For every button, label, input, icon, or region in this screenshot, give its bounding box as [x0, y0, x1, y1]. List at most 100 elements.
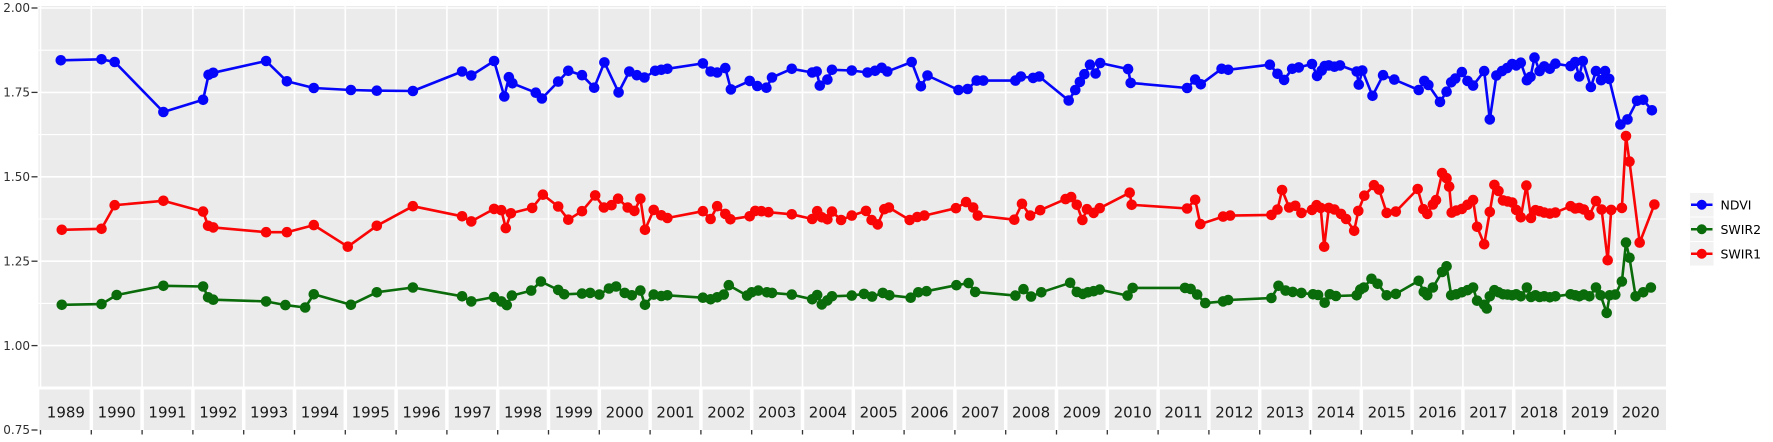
series-ndvi-point [697, 58, 709, 69]
y-tick-label: 0.75 [3, 423, 30, 437]
series-swir1-point [1315, 202, 1326, 214]
series-swir2-point [884, 290, 895, 301]
series-swir1-point [407, 200, 419, 212]
series-swir1-point [763, 206, 774, 218]
series-ndvi-point [811, 66, 822, 77]
series-swir1-point [639, 224, 651, 236]
legend-entry-ndvi: NDVI [1690, 193, 1752, 217]
x-tick-label: 2015 [1368, 404, 1406, 422]
series-ndvi-point [1357, 65, 1368, 76]
series-swir2-point [1590, 282, 1602, 293]
series-swir1-point [846, 210, 858, 221]
series-swir1-point [1024, 210, 1036, 221]
year-tile [397, 389, 446, 430]
series-ndvi-point [1367, 90, 1378, 102]
series-swir1-point [919, 210, 930, 221]
series-swir1-point [1359, 190, 1370, 201]
series-swir2-point [969, 286, 981, 298]
series-ndvi-point [96, 54, 107, 65]
series-ndvi-point [814, 80, 826, 91]
series-swir1-point [96, 223, 107, 235]
series-ndvi-point [197, 94, 209, 106]
series-swir2-point [1010, 290, 1021, 301]
series-swir1-point [1373, 184, 1385, 195]
series-ndvi-point [711, 67, 723, 78]
series-swir2-point [1372, 278, 1383, 290]
year-tile [93, 389, 141, 430]
series-ndvi-point [1423, 79, 1434, 91]
legend-entry-swir2: SWIR2 [1690, 217, 1761, 241]
series-swir1-point [1443, 181, 1455, 192]
series-swir1-point [371, 220, 383, 232]
series-swir1-point [1590, 195, 1602, 207]
series-ndvi-point [536, 93, 548, 104]
series-swir1-point [56, 224, 68, 236]
series-swir1-point [526, 202, 538, 214]
x-tick-label: 1991 [148, 404, 186, 422]
series-swir1-point [635, 193, 646, 204]
series-swir1-point [950, 202, 962, 214]
x-tick-label: 2020 [1622, 404, 1660, 422]
x-tick-label: 1989 [47, 404, 85, 422]
x-tick-label: 2000 [606, 404, 644, 422]
year-tile [1363, 389, 1411, 430]
series-swir1-point [1467, 194, 1479, 206]
series-ndvi-point [281, 76, 293, 87]
series-swir2-point [723, 279, 735, 291]
x-tick-label: 1999 [555, 404, 593, 422]
series-swir2-point [594, 289, 605, 300]
x-tick-label: 2009 [1063, 404, 1101, 422]
series-swir2-point [345, 299, 357, 311]
series-ndvi-point [1377, 69, 1389, 81]
series-swir1-point [826, 206, 838, 217]
series-swir1-point [1016, 198, 1028, 210]
series-ndvi-point [826, 64, 838, 76]
series-swir2-point [1296, 287, 1307, 299]
series-swir2 [56, 237, 1657, 319]
series-swir1-point [872, 219, 883, 230]
series-swir1-point [1181, 203, 1193, 214]
series-swir1-point [281, 226, 293, 238]
series-swir1-point [576, 205, 588, 217]
series-ndvi-point [1573, 71, 1585, 82]
series-ndvi-point [1529, 52, 1540, 63]
series-swir1-point [1493, 185, 1504, 197]
series-ndvi-point [507, 78, 518, 89]
series-ndvi-point [488, 55, 500, 67]
year-tile [753, 389, 801, 430]
series-swir1-point [711, 200, 723, 212]
series-swir1 [56, 130, 1660, 266]
series-swir1-point [1009, 214, 1020, 225]
series-swir2-point [963, 277, 974, 289]
series-ndvi-point [158, 106, 169, 118]
series-ndvi-point [1195, 79, 1207, 90]
series-ndvi-point [207, 67, 219, 79]
series-ndvi-point [786, 63, 798, 75]
series-swir1-point [883, 202, 895, 213]
x-axis-labels: 1989 1990 1991 1992 1993 1994 1995 1996 1997 1998… [47, 404, 1660, 422]
year-tile [245, 389, 293, 430]
year-tile [143, 389, 192, 430]
series-ndvi-point [260, 55, 272, 67]
series-ndvi-point [1090, 68, 1101, 79]
series-ndvi-point [1084, 59, 1096, 70]
year-tile [1261, 389, 1309, 430]
series-ndvi-point [1334, 60, 1346, 71]
series-ndvi-point [1074, 76, 1086, 88]
series-swir1-point [342, 241, 354, 252]
series-ndvi-point [822, 74, 833, 85]
series-swir2-point [197, 281, 209, 292]
series-ndvi-point [613, 87, 624, 98]
series-ndvi-point [1094, 57, 1106, 69]
series-swir1-point [1521, 180, 1532, 191]
y-tick-label: 1.75 [3, 86, 30, 100]
year-tile [905, 389, 954, 430]
series-ndvi-point [1450, 73, 1461, 84]
series-ndvi-point [552, 76, 564, 87]
series-ndvi-point [1278, 74, 1290, 86]
y-tick-label: 2.00 [3, 1, 30, 15]
series-ndvi-point [1070, 84, 1081, 96]
series-swir1-point [1340, 213, 1352, 225]
x-tick-label: 2004 [809, 404, 847, 422]
